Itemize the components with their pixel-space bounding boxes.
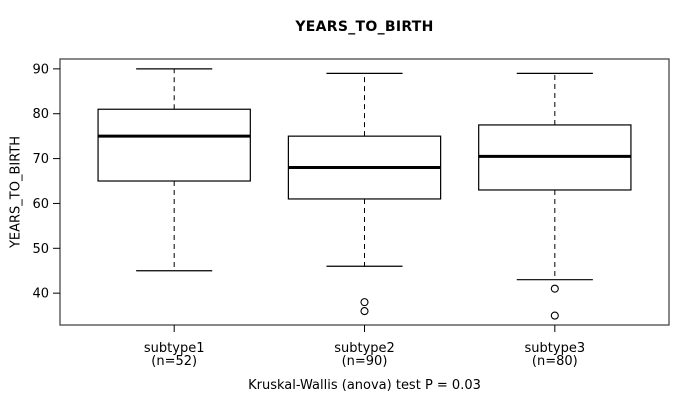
outlier-point: [550, 311, 559, 320]
chart-title: YEARS_TO_BIRTH: [295, 19, 434, 35]
y-axis-tick-label: 50: [32, 242, 49, 257]
group-n-label: (n=52): [151, 354, 197, 369]
y-axis-tick-label: 80: [32, 107, 49, 122]
y-axis-tick-label: 90: [32, 62, 49, 77]
outlier-point: [360, 298, 369, 307]
group-label: subtype2: [334, 341, 395, 356]
group-label: subtype3: [525, 341, 586, 356]
group-n-label: (n=80): [532, 354, 578, 369]
y-axis-tick-label: 60: [32, 197, 49, 212]
outlier-point: [360, 307, 369, 316]
group-n-label: (n=90): [342, 354, 388, 369]
y-axis-tick-label: 70: [32, 152, 49, 167]
y-axis-tick-label: 40: [32, 287, 49, 302]
box-iqr: [97, 108, 251, 182]
outlier-point: [550, 284, 559, 293]
group-label: subtype1: [144, 341, 205, 356]
stat-test-caption: Kruskal-Wallis (anova) test P = 0.03: [248, 378, 481, 393]
